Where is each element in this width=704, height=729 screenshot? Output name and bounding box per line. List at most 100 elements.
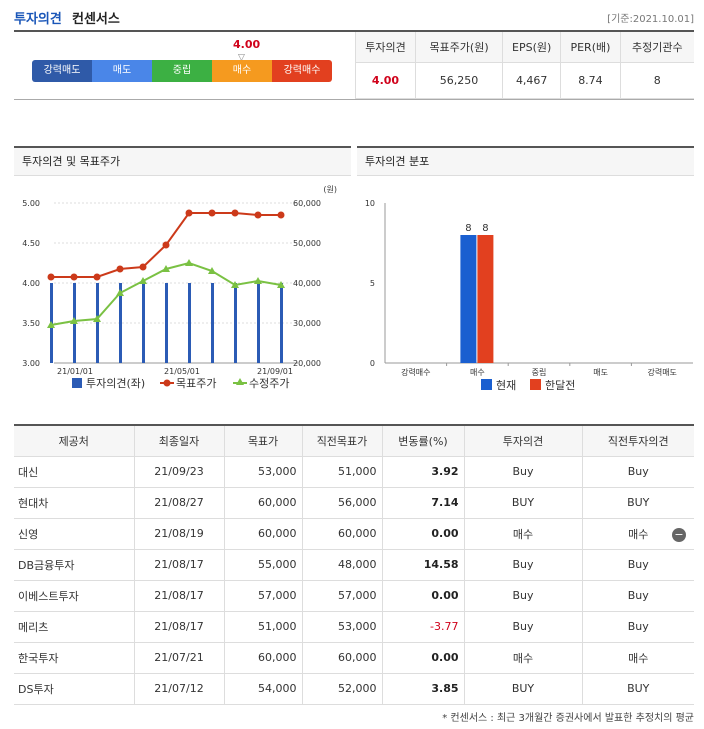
legend-label: 투자의견(좌) <box>86 377 145 390</box>
table-cell: 0.00 <box>381 580 464 612</box>
table-cell: 55,000 <box>223 549 302 581</box>
table-cell: Buy <box>463 456 582 488</box>
opinion-marker-value: 4.00 <box>233 38 261 51</box>
y-tick-label: 5 <box>370 279 375 288</box>
summary-value: 8 <box>619 61 694 99</box>
y-left-tick-label: 4.50 <box>22 239 40 248</box>
adjusted-price-point <box>47 321 55 328</box>
table-cell: DS투자 <box>14 673 134 705</box>
table-cell: 메리츠 <box>14 611 134 643</box>
opinion-bar <box>165 283 168 363</box>
table-cell: 60,000 <box>223 487 302 519</box>
table-cell: 21/07/21 <box>133 642 224 674</box>
y-right-unit: (원) <box>323 185 337 194</box>
table-row: DB금융투자 21/08/17 55,000 48,000 14.58 Buy Buy <box>14 549 694 581</box>
table-cell: BUY <box>581 673 694 705</box>
table-cell: 이베스트투자 <box>14 580 134 612</box>
table-cell: 21/08/17 <box>133 549 224 581</box>
table-cell: 60,000 <box>223 642 302 674</box>
target-price-point <box>208 209 216 217</box>
legend-swatch <box>530 379 541 390</box>
opinion-target-panel: 투자의견 및 목표주가 5.00 4.50 4.00 3.50 3.00 60,000 50… <box>14 146 351 404</box>
table-cell: Buy <box>581 456 694 488</box>
table-cell: 60,000 <box>301 642 382 674</box>
target-price-point <box>47 273 55 281</box>
target-price-point <box>277 211 285 219</box>
footnote: * 컨센서스 : 최근 3개월간 증권사에서 발표한 추정치의 평균 <box>442 713 694 724</box>
opinion-scale-segment: 매도 <box>92 60 152 82</box>
table-cell: 51,000 <box>223 611 302 643</box>
summary-header: 목표주가(원) <box>414 32 504 63</box>
column-header: 투자의견 <box>463 424 582 457</box>
x-tick-label: 21/05/01 <box>164 367 200 376</box>
table-cell: 매수 <box>581 642 694 674</box>
table-cell: 21/09/23 <box>133 456 224 488</box>
table-cell: 한국투자 <box>14 642 134 674</box>
table-cell: Buy <box>581 549 694 581</box>
target-price-point <box>70 273 78 281</box>
opinion-marker-icon: ▽ <box>238 53 245 63</box>
table-cell: 3.85 <box>381 673 464 705</box>
table-row: 대신 21/09/23 53,000 51,000 3.92 Buy Buy <box>14 456 694 488</box>
table-row: 이베스트투자 21/08/17 57,000 57,000 0.00 Buy Buy <box>14 580 694 612</box>
adjusted-price-point <box>185 259 193 266</box>
legend-swatch <box>236 378 244 385</box>
opinion-bar <box>234 283 237 363</box>
adjusted-price-point <box>70 317 78 324</box>
table-cell: 매수 − <box>581 518 694 550</box>
table-cell: 52,000 <box>301 673 382 705</box>
minus-circle-icon[interactable]: − <box>672 527 686 542</box>
opinion-scale-segment: 매수 <box>212 60 272 82</box>
opinion-distribution-panel: 투자의견 분포 10 5 0 강력매수 매수 8 8 중립 매도 강력매도 현재 한달전 <box>357 146 694 404</box>
table-cell: BUY <box>463 673 582 705</box>
table-cell: 3.92 <box>381 456 464 488</box>
summary-header: PER(배) <box>560 32 621 63</box>
table-cell: 53,000 <box>223 456 302 488</box>
y-right-tick-label: 20,000 <box>293 359 321 368</box>
consensus-summary-table: 투자의견 목표주가(원) EPS(원) PER(배) 추정기관수 4.00 56,250 4… <box>355 32 694 99</box>
y-left-tick-label: 3.00 <box>22 359 40 368</box>
table-cell: 14.58 <box>381 549 464 581</box>
table-cell: 56,000 <box>301 487 382 519</box>
table-cell: 51,000 <box>301 456 382 488</box>
table-cell: 48,000 <box>301 549 382 581</box>
table-cell: Buy <box>463 580 582 612</box>
column-header: 직전투자의견 <box>581 424 694 457</box>
opinion-scale-segment: 강력매수 <box>272 60 332 82</box>
legend-label: 목표주가 <box>176 377 216 390</box>
summary-header: EPS(원) <box>502 32 562 63</box>
panel-title: 투자의견 분포 <box>365 155 430 168</box>
y-right-tick-label: 40,000 <box>293 279 321 288</box>
adjusted-price-point <box>139 277 147 284</box>
table-cell: Buy <box>463 611 582 643</box>
table-row: 신영 21/08/19 60,000 60,000 0.00 매수 매수 − <box>14 518 694 550</box>
legend-label: 현재 <box>496 379 516 392</box>
table-cell: Buy <box>463 549 582 581</box>
opinion-scale-segment: 중립 <box>152 60 212 82</box>
legend-swatch <box>481 379 492 390</box>
target-price-point <box>116 265 124 273</box>
y-left-tick-label: 3.50 <box>22 319 40 328</box>
summary-value: 8.74 <box>560 61 621 99</box>
summary-value: 4,467 <box>502 61 562 99</box>
opinion-bar <box>257 283 260 363</box>
summary-header: 추정기관수 <box>619 32 694 63</box>
column-header: 변동률(%) <box>381 424 464 457</box>
table-cell: 매수 <box>463 518 582 550</box>
x-tick-label: 매수 <box>470 368 485 377</box>
panel-header: 투자의견 분포 <box>357 146 694 176</box>
y-left-tick-label: 5.00 <box>22 199 40 208</box>
y-left-tick-label: 4.00 <box>22 279 40 288</box>
column-header: 최종일자 <box>133 424 224 457</box>
table-cell: 54,000 <box>223 673 302 705</box>
adjusted-price-point <box>162 265 170 272</box>
table-cell: 60,000 <box>301 518 382 550</box>
opinion-bar <box>96 283 99 363</box>
table-cell: BUY <box>463 487 582 519</box>
table-cell: 57,000 <box>223 580 302 612</box>
x-tick-label: 중립 <box>532 368 547 377</box>
table-cell: 21/08/17 <box>133 611 224 643</box>
x-tick-label: 21/09/01 <box>257 367 293 376</box>
y-tick-label: 10 <box>365 199 375 208</box>
adjusted-price-point <box>254 277 262 284</box>
